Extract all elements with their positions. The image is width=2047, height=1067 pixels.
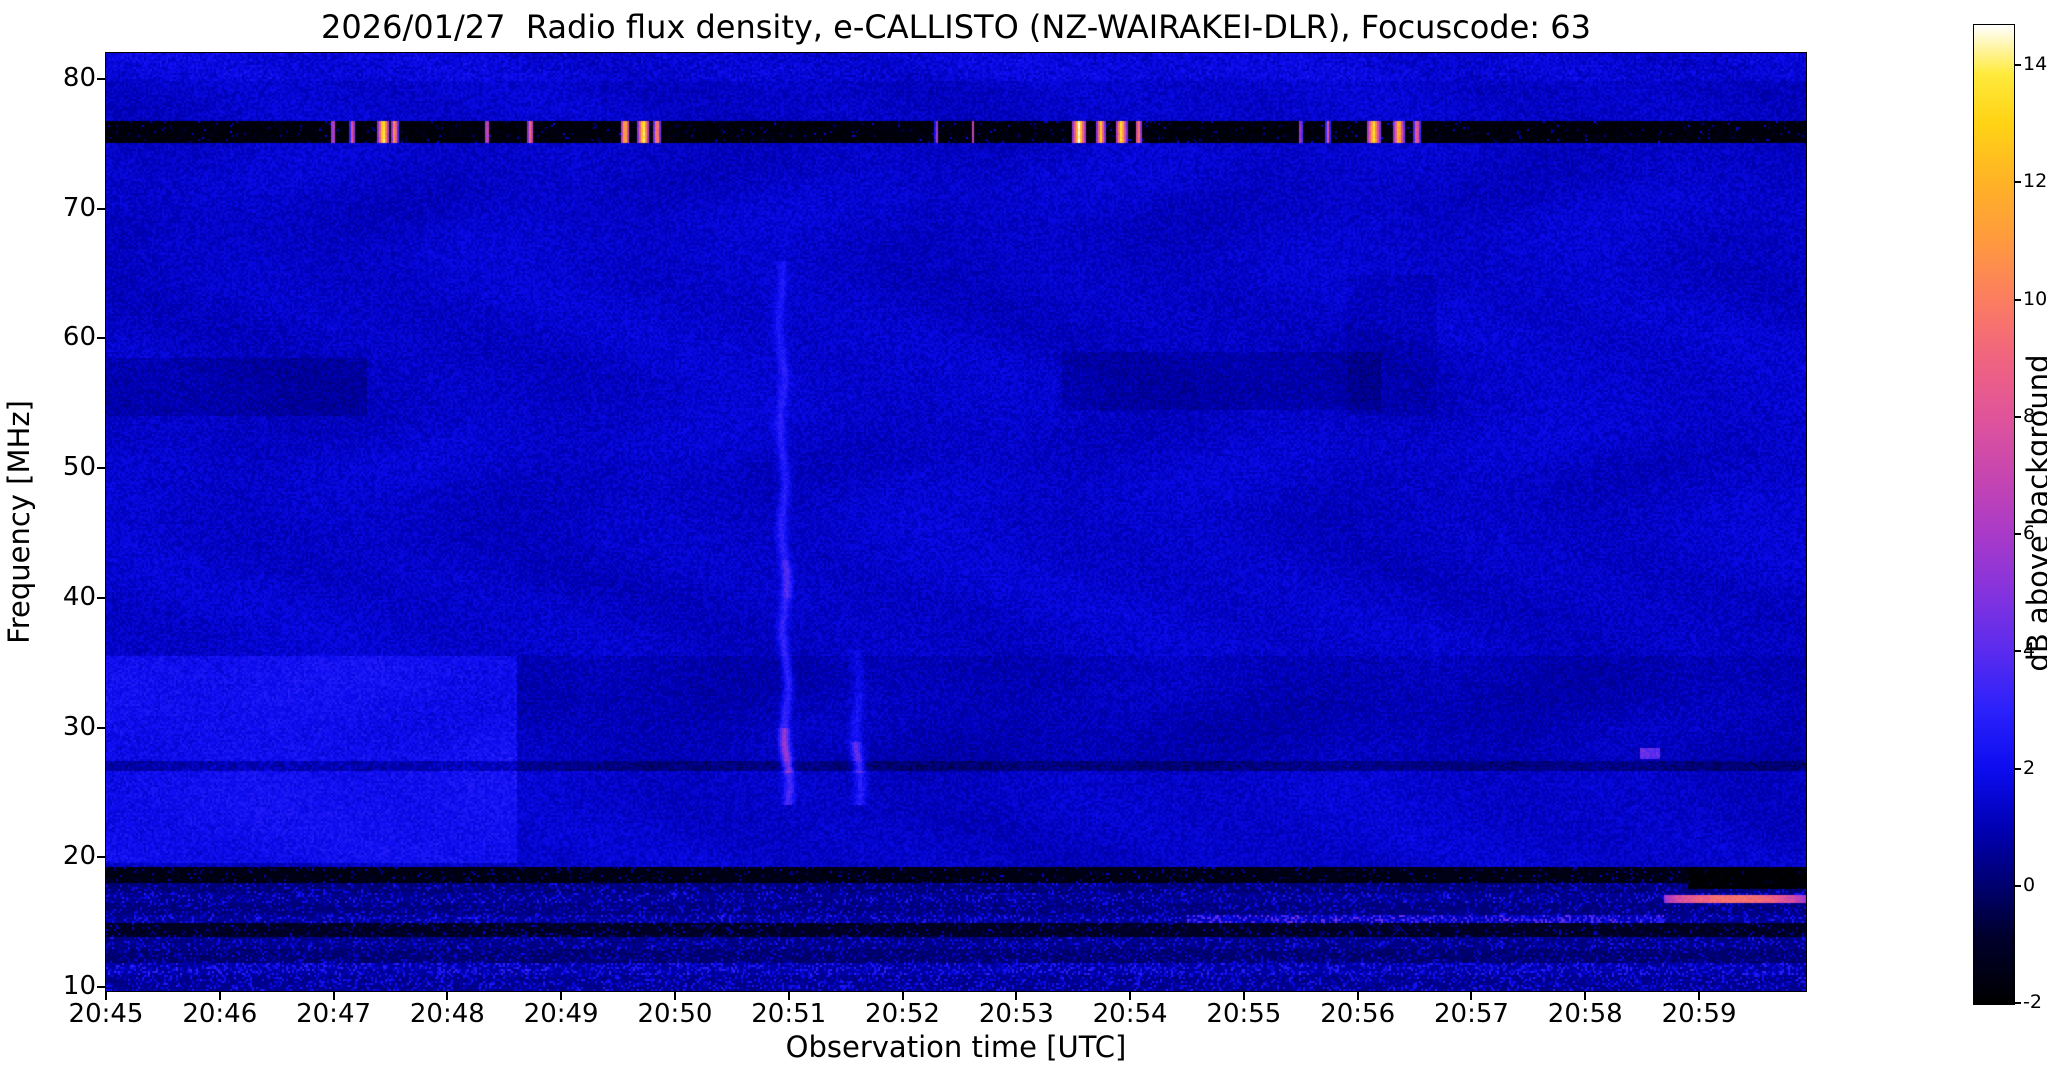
plot-title: 2026/01/27 Radio flux density, e-CALLIST…	[321, 8, 1591, 46]
y-tickmark	[97, 986, 106, 989]
x-tick-label: 20:57	[1433, 999, 1509, 1029]
y-tickmark	[97, 856, 106, 859]
x-tick-label: 20:56	[1320, 999, 1396, 1029]
x-tickmark	[1470, 991, 1473, 1000]
x-tickmark	[332, 991, 335, 1000]
y-tick-label: 70	[62, 192, 96, 223]
colorbar-tickmark	[2014, 884, 2021, 887]
y-axis-label: Frequency [MHz]	[2, 400, 36, 644]
y-tick-label: 40	[62, 581, 96, 612]
y-tickmark	[97, 207, 106, 210]
x-tick-label: 20:51	[751, 999, 827, 1029]
colorbar-tick-label: 8	[2023, 404, 2036, 427]
x-tick-label: 20:54	[1092, 999, 1168, 1029]
x-tick-label: 20:46	[182, 999, 258, 1029]
colorbar-tickmark	[2014, 415, 2021, 418]
x-tick-label: 20:53	[978, 999, 1054, 1029]
y-tickmark	[97, 726, 106, 729]
x-tick-label: 20:47	[296, 999, 372, 1029]
colorbar-tick-label: 0	[2023, 873, 2036, 896]
x-tickmark	[901, 991, 904, 1000]
x-tick-label: 20:49	[523, 999, 599, 1029]
x-axis-label: Observation time [UTC]	[785, 1030, 1127, 1064]
y-tickmark	[97, 77, 106, 80]
y-tick-label: 10	[62, 971, 96, 1002]
x-tick-label: 20:50	[637, 999, 713, 1029]
x-tick-label: 20:52	[865, 999, 940, 1029]
colorbar-tick-label: 14	[2023, 53, 2047, 76]
y-tickmark	[97, 596, 106, 599]
x-tickmark	[105, 991, 107, 1000]
x-tickmark	[1584, 991, 1587, 1000]
colorbar-gradient	[1973, 24, 2015, 1005]
x-tick-label: 20:59	[1661, 999, 1737, 1029]
y-tick-label: 20	[62, 841, 96, 872]
colorbar-tickmark	[2014, 298, 2021, 301]
x-tickmark	[673, 991, 676, 1000]
colorbar-tick-label: -2	[2023, 991, 2042, 1013]
colorbar-tick-label: 12	[2023, 170, 2047, 193]
spectrogram-canvas	[106, 53, 1806, 991]
colorbar-tick-label: 2	[2023, 756, 2036, 779]
colorbar-tick-label: 4	[2023, 639, 2036, 662]
x-tickmark	[1242, 991, 1245, 1000]
x-tickmark	[1698, 991, 1701, 1000]
y-tickmark	[97, 467, 106, 470]
x-tickmark	[1356, 991, 1359, 1000]
colorbar-tickmark	[2014, 181, 2021, 184]
x-tickmark	[1015, 991, 1018, 1000]
colorbar-tickmark	[2014, 767, 2021, 770]
colorbar-tick-label: 6	[2023, 522, 2036, 545]
y-tick-label: 80	[62, 62, 96, 93]
colorbar-tickmark	[2014, 64, 2021, 67]
colorbar-tick-label: 10	[2023, 287, 2047, 310]
y-tick-label: 60	[62, 322, 96, 353]
x-tickmark	[787, 991, 790, 1000]
y-tick-label: 30	[62, 711, 96, 742]
x-tick-label: 20:58	[1547, 999, 1623, 1029]
x-tickmark	[560, 991, 563, 1000]
colorbar-tickmark	[2014, 533, 2021, 536]
x-tick-label: 20:48	[409, 999, 485, 1029]
y-tickmark	[97, 337, 106, 340]
x-tickmark	[218, 991, 221, 1000]
colorbar-tickmark	[2014, 650, 2021, 653]
colorbar-tickmark	[2014, 1002, 2021, 1004]
x-tick-label: 20:45	[68, 999, 144, 1029]
y-tick-label: 50	[62, 452, 96, 483]
x-tickmark	[446, 991, 449, 1000]
x-tickmark	[1129, 991, 1132, 1000]
x-tick-label: 20:55	[1206, 999, 1282, 1029]
